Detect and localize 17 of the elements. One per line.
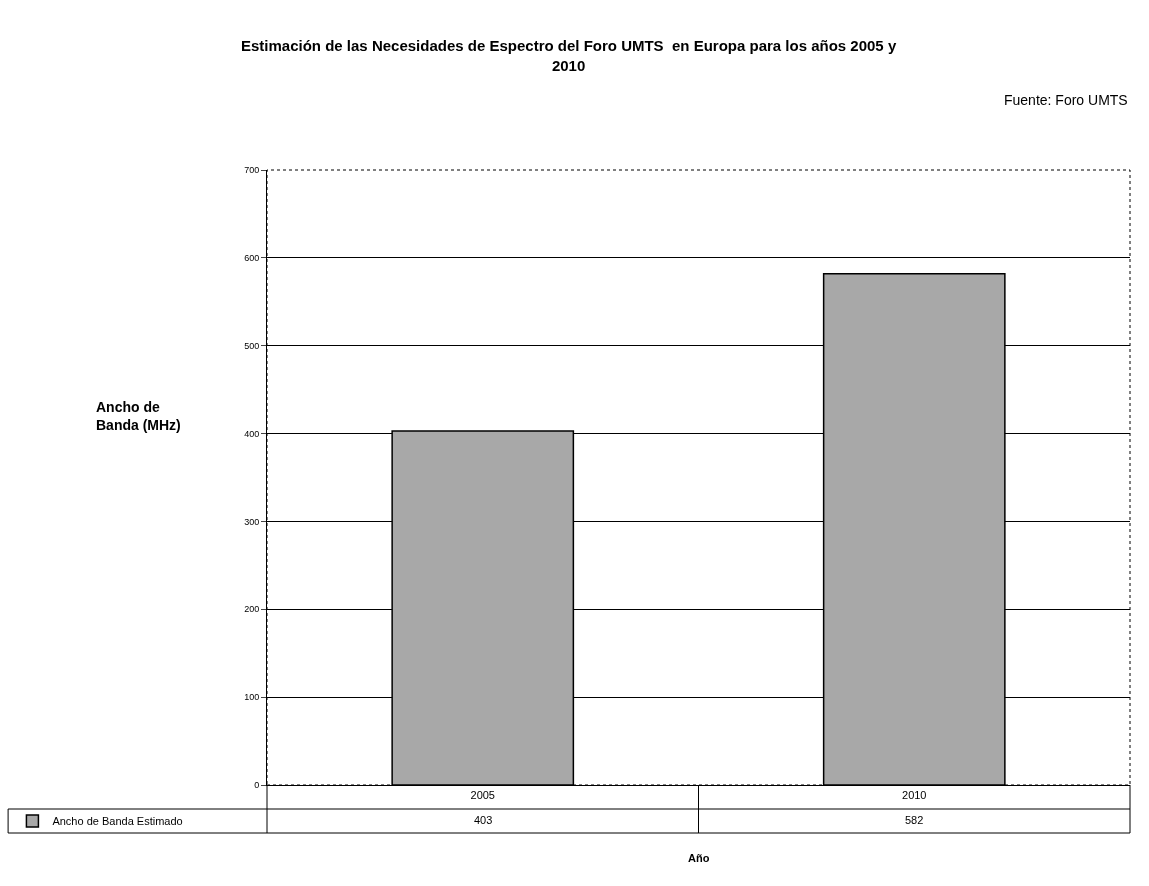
x-axis-title: Año — [688, 852, 710, 864]
y-tick-label: 200 — [244, 604, 260, 615]
y-tick-label: 300 — [244, 516, 260, 527]
x-tick-label: 2005 — [470, 789, 495, 802]
chart-title: Estimación de las Necesidades de Espectro del Foro UMTS en Europa para los años 2005 y 2010 — [241, 37, 897, 74]
y-tick-label: 0 — [254, 780, 260, 791]
legend-label: Ancho de Banda Estimado — [52, 815, 183, 828]
data-label: 403 — [474, 814, 493, 826]
y-tick-label: 600 — [244, 253, 260, 264]
y-axis-title: Ancho de Banda (MHz) — [96, 399, 181, 434]
data-label: 582 — [905, 814, 924, 826]
x-tick-label: 2010 — [902, 789, 927, 802]
y-tick-label: 400 — [244, 428, 260, 439]
y-tick-label: 100 — [244, 692, 260, 703]
y-tick-label: 700 — [244, 165, 260, 176]
source-note: Fuente: Foro UMTS — [1004, 92, 1128, 108]
y-tick-label: 500 — [244, 340, 260, 351]
